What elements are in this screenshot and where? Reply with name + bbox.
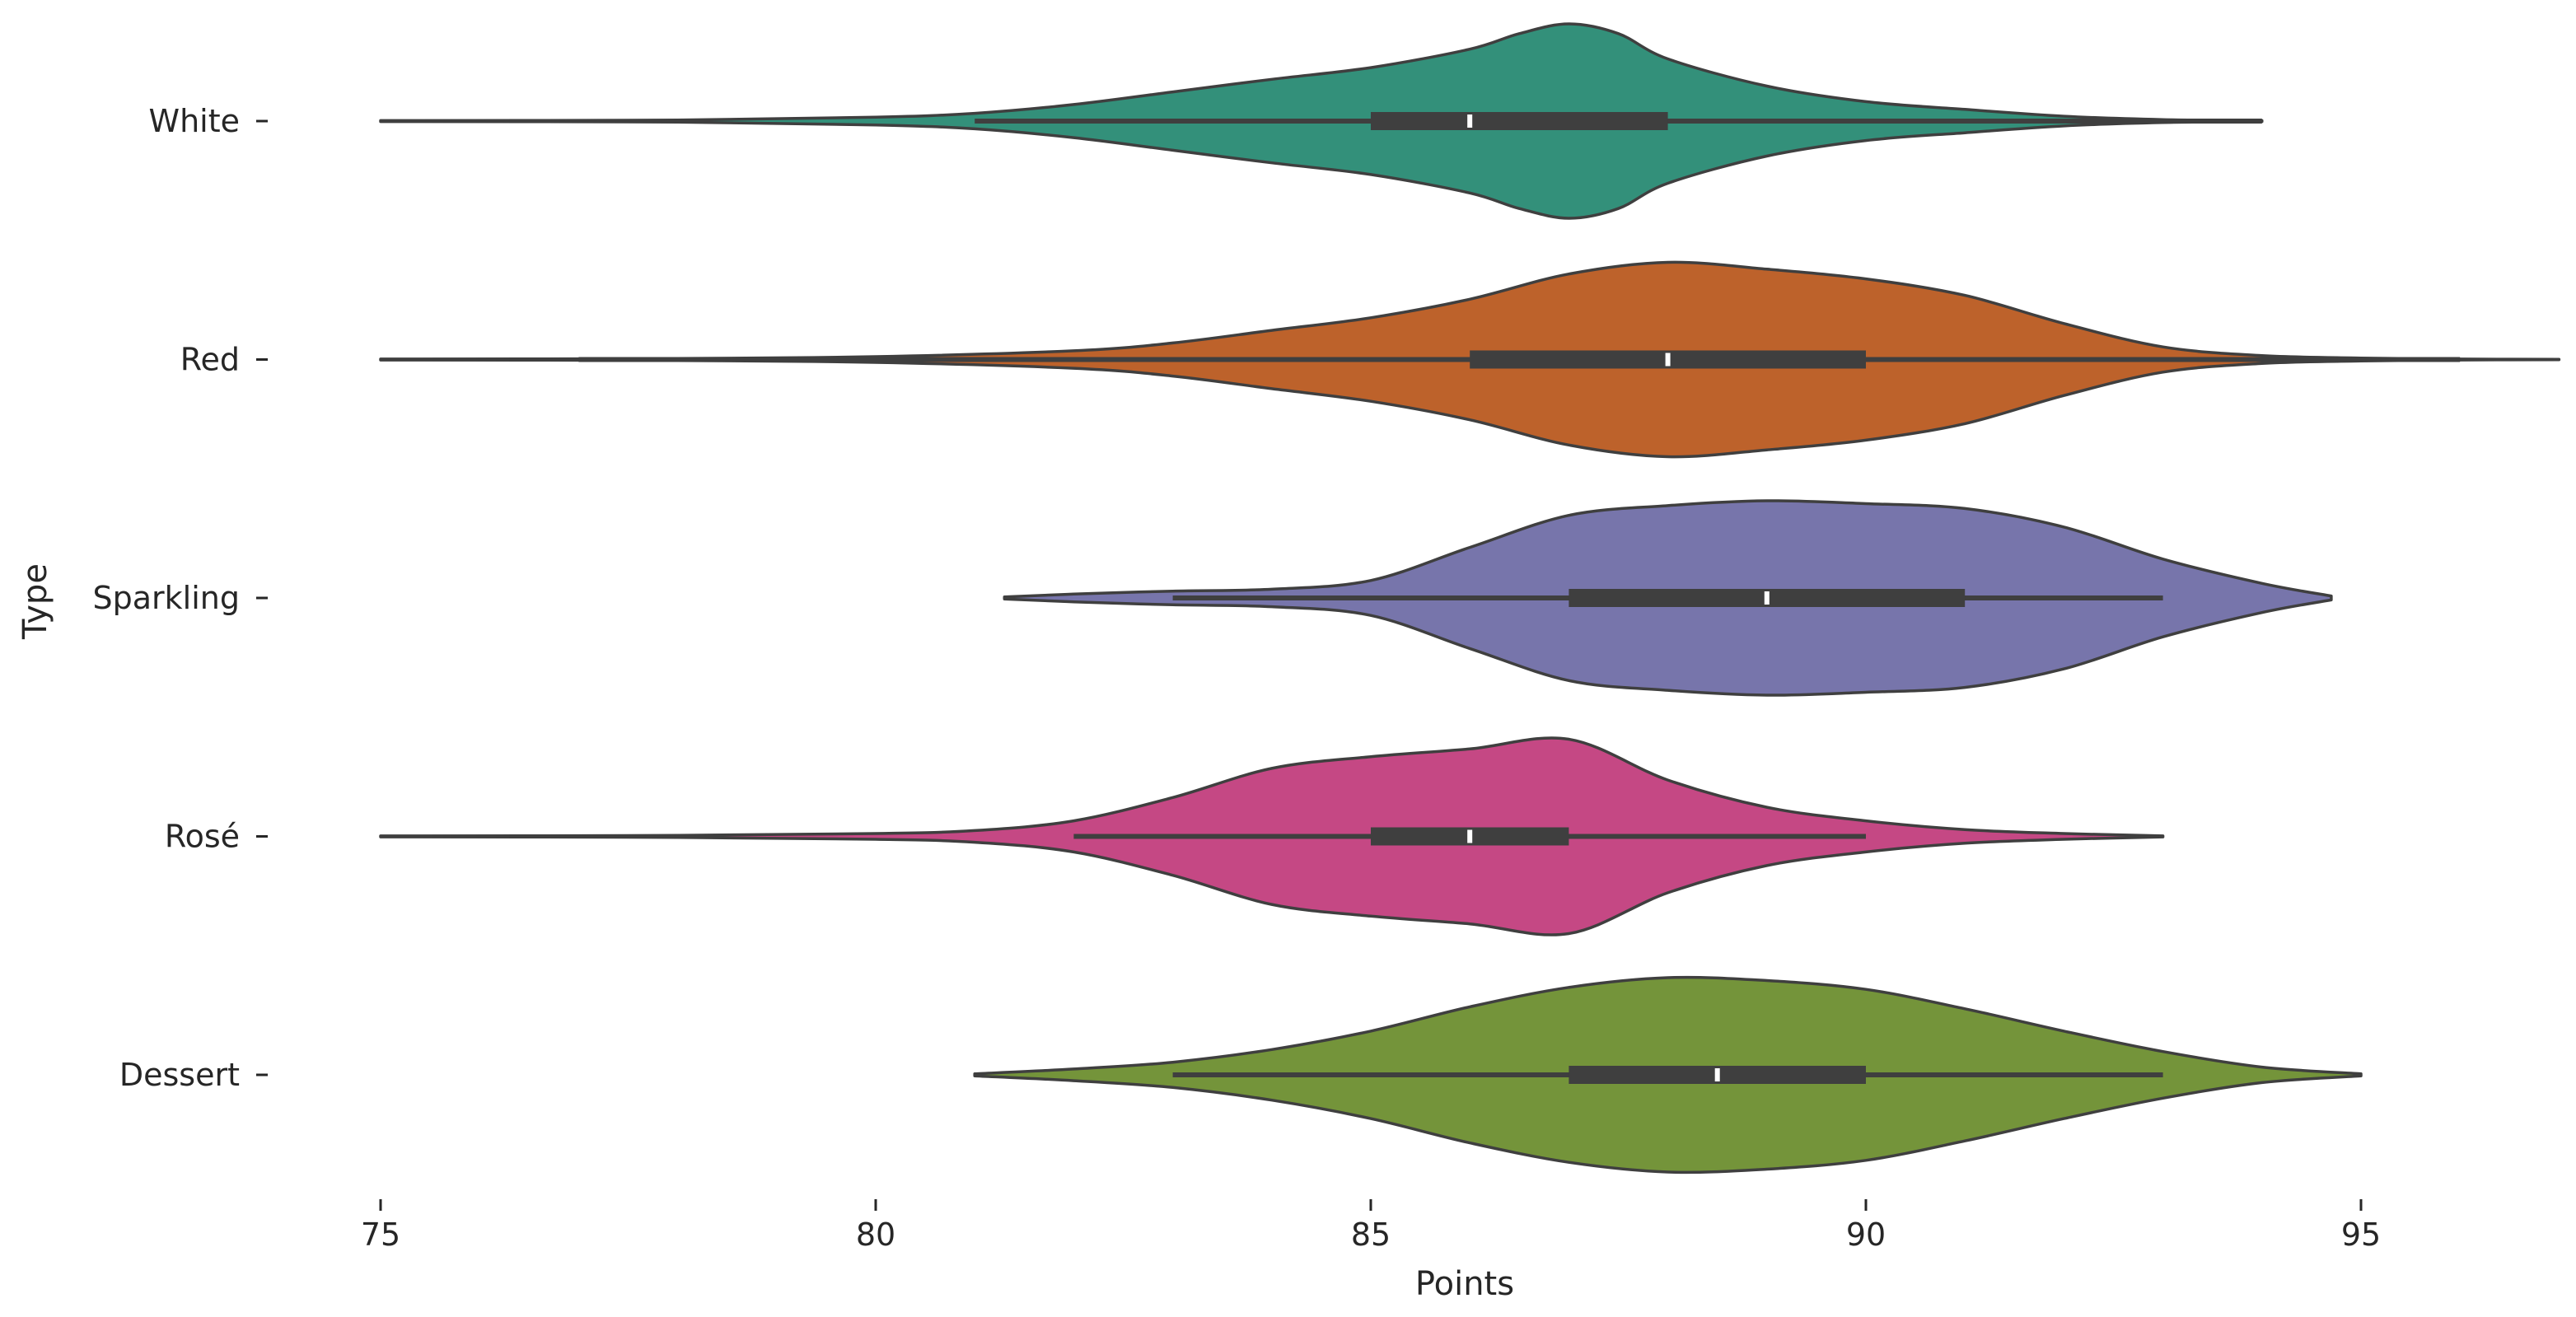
iqr-box-white xyxy=(1371,112,1668,130)
y-tick-label-white: White xyxy=(149,103,241,139)
median-marker-sparkling xyxy=(1764,591,1770,605)
y-axis-label: Type xyxy=(16,563,54,640)
x-axis: 75 80 85 90 95 xyxy=(361,1199,2381,1253)
x-axis-label: Points xyxy=(1415,1265,1514,1303)
y-tick-label-red: Red xyxy=(180,342,240,378)
violin-sparkling xyxy=(1003,499,2333,697)
y-tick-label-sparkling: Sparkling xyxy=(93,580,240,616)
x-tick-label-85: 85 xyxy=(1351,1217,1391,1253)
x-tick-label-95: 95 xyxy=(2341,1217,2381,1253)
median-marker-white xyxy=(1467,114,1473,128)
violin-ros- xyxy=(379,736,2165,936)
median-marker-ros- xyxy=(1467,829,1473,843)
x-tick-label-80: 80 xyxy=(856,1217,895,1253)
median-marker-dessert xyxy=(1714,1068,1720,1081)
y-tick-label-ros-: Rosé xyxy=(165,819,240,855)
violin-dessert xyxy=(973,975,2363,1175)
violins-layer xyxy=(379,22,2561,1175)
violin-white xyxy=(379,22,2264,220)
median-marker-red xyxy=(1665,353,1671,367)
y-tick-label-dessert: Dessert xyxy=(119,1057,240,1093)
x-tick-label-75: 75 xyxy=(361,1217,400,1253)
y-axis: White Red Sparkling Rosé Dessert xyxy=(93,103,268,1093)
violin-red xyxy=(379,260,2561,459)
x-tick-label-90: 90 xyxy=(1846,1217,1886,1253)
